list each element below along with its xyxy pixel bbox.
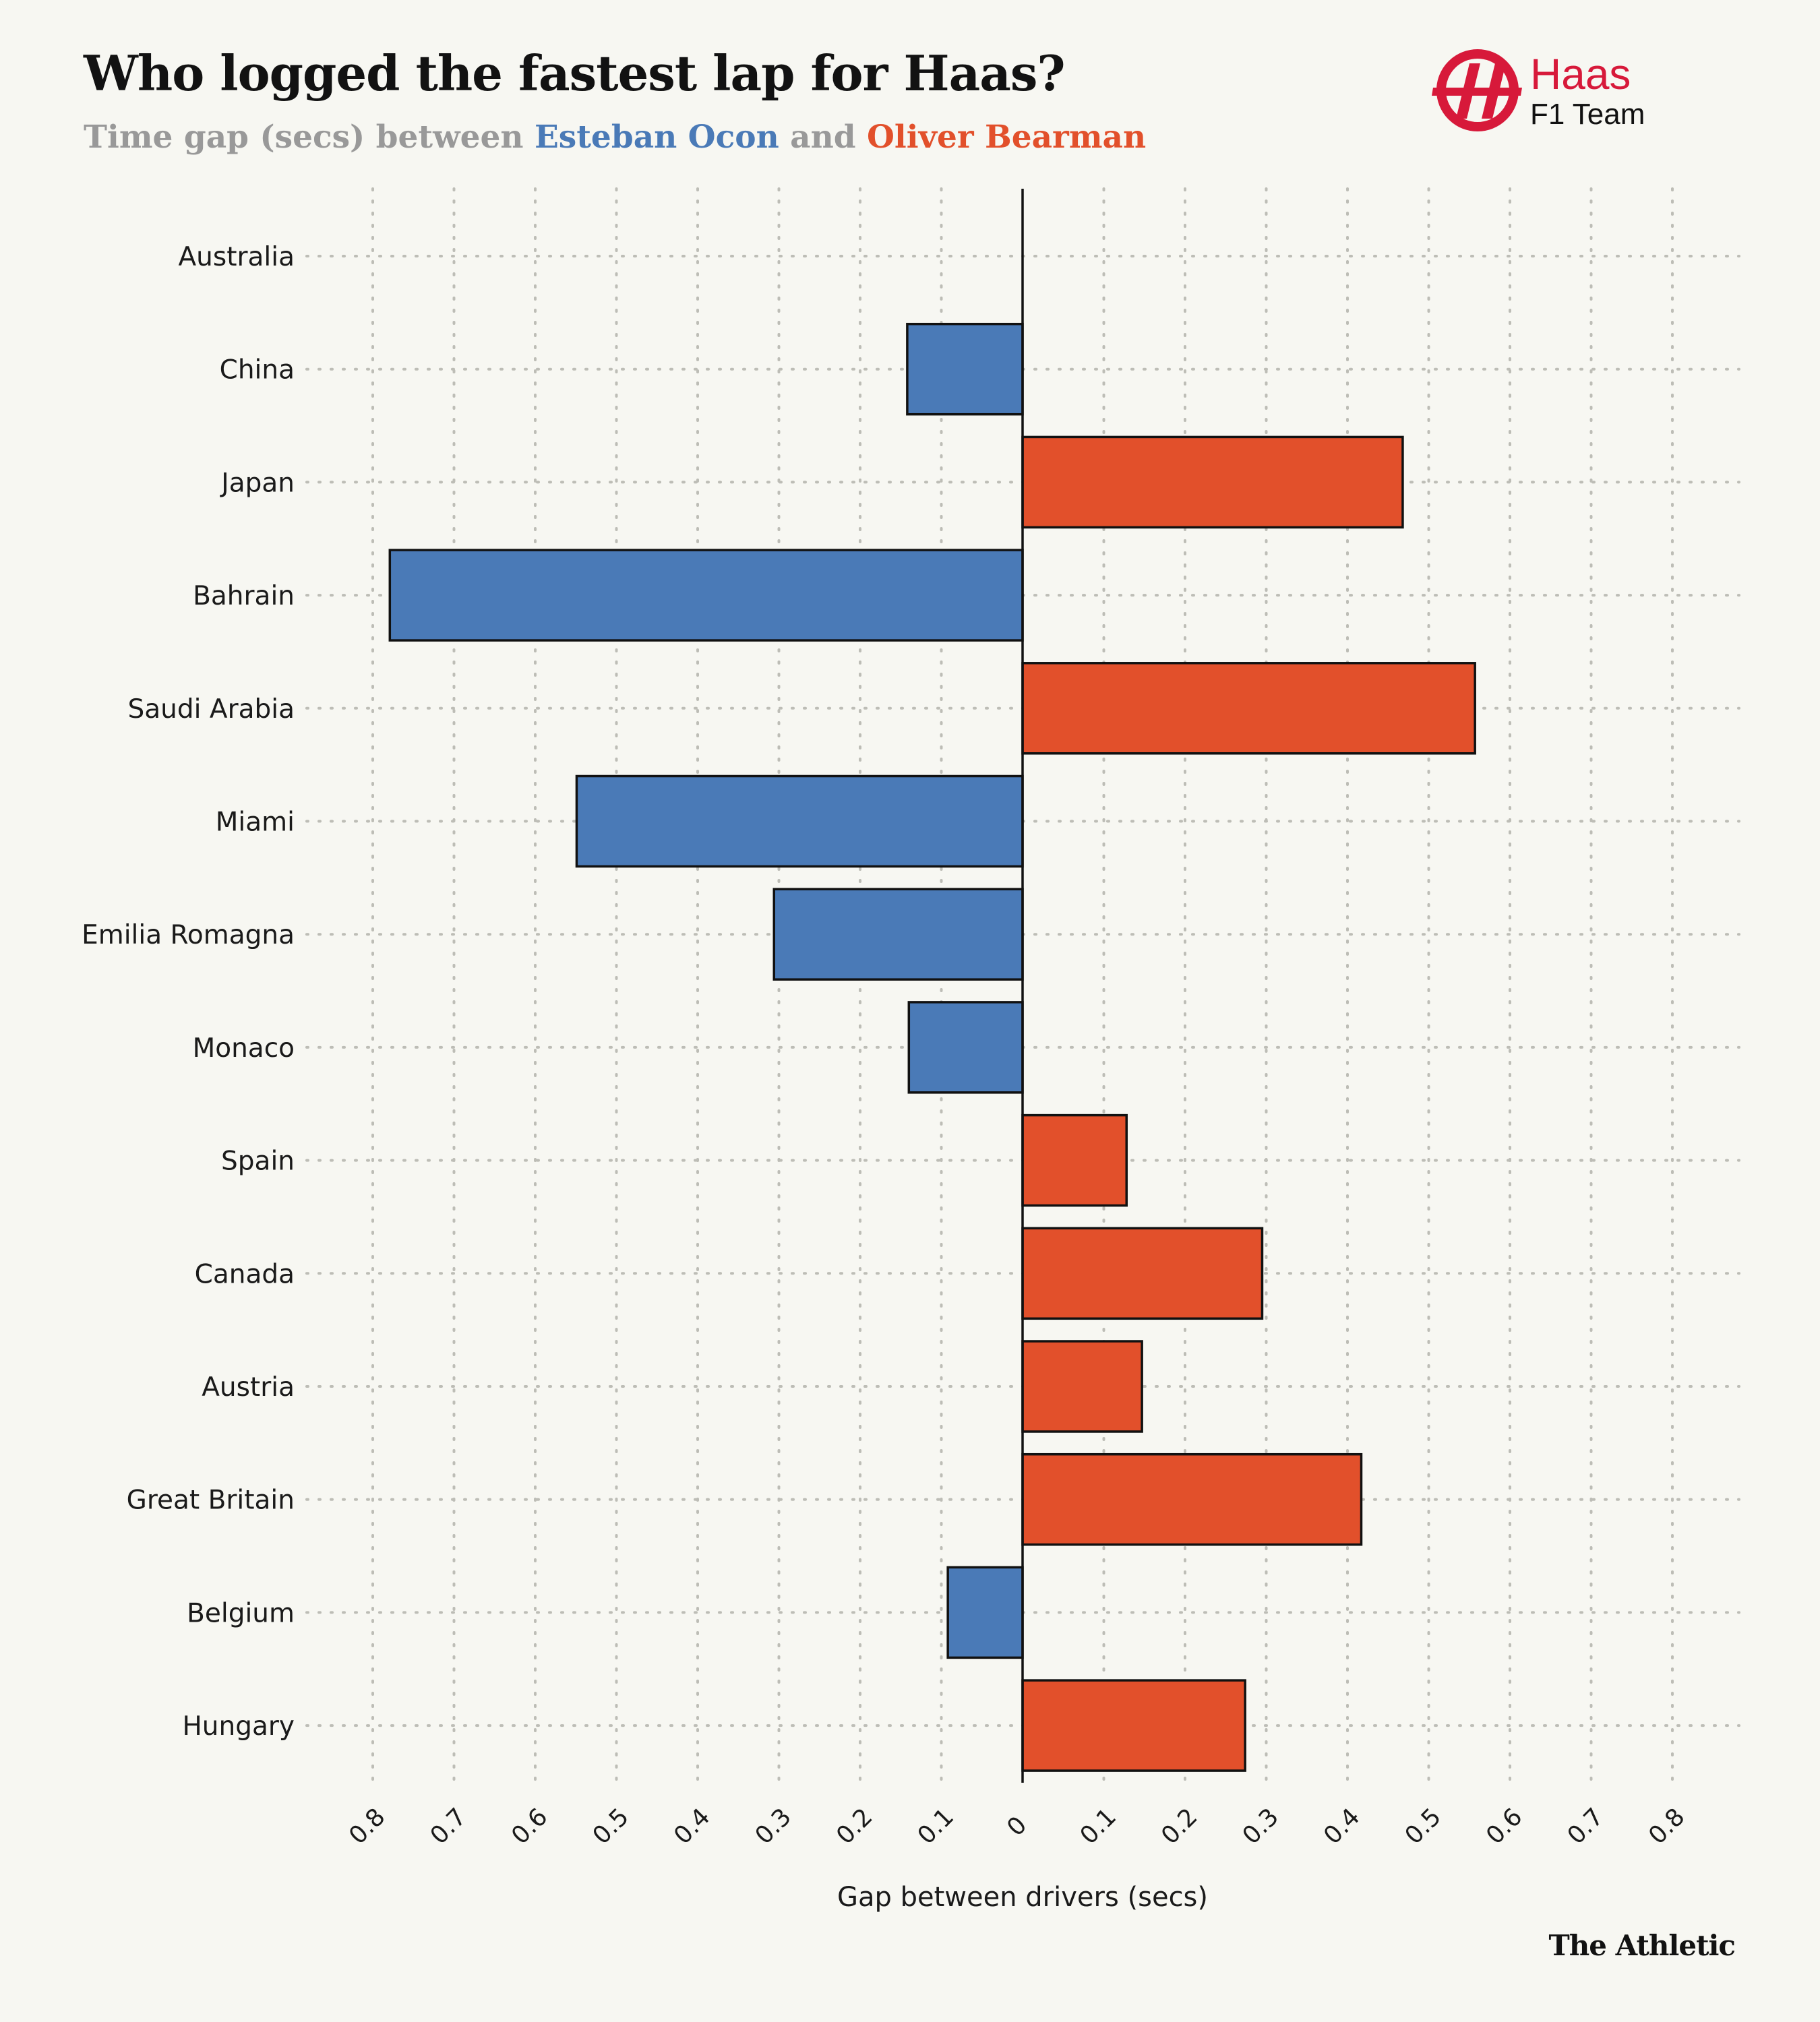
subtitle-driver-ocon: Esteban Ocon — [534, 119, 779, 156]
x-tick-label: 0.1 — [1075, 1803, 1122, 1849]
bar-austria — [1021, 1340, 1143, 1433]
category-label: Spain — [221, 1146, 295, 1177]
bar-saudi-arabia — [1021, 662, 1476, 755]
subtitle-prefix: Time gap (secs) between — [84, 119, 535, 156]
x-tick-label: 0.2 — [1156, 1803, 1203, 1849]
bar-bahrain — [388, 549, 1024, 642]
logo-subtext: F1 Team — [1530, 98, 1645, 131]
x-tick-label: 0.7 — [1563, 1803, 1609, 1849]
bar-spain — [1021, 1113, 1128, 1207]
bar-great-britain — [1021, 1452, 1363, 1546]
category-label: Emilia Romagna — [82, 920, 295, 950]
chart-subtitle: Time gap (secs) between Esteban Ocon and… — [84, 119, 1146, 156]
category-label: Japan — [219, 468, 295, 498]
bar-emilia-romagna — [772, 888, 1024, 981]
category-label: Hungary — [182, 1711, 295, 1742]
x-tick-label: 0.6 — [1481, 1803, 1527, 1849]
subtitle-driver-bearman: Oliver Bearman — [866, 119, 1147, 156]
bar-japan — [1021, 435, 1404, 529]
category-label: Australia — [178, 242, 295, 272]
bar-belgium — [946, 1566, 1024, 1659]
bar-hungary — [1021, 1679, 1246, 1772]
x-tick-label: 0.4 — [669, 1803, 715, 1849]
x-tick-label: 0.8 — [344, 1803, 390, 1849]
bar-monaco — [907, 1001, 1024, 1094]
x-tick-label: 0.3 — [750, 1803, 797, 1849]
category-label: Miami — [216, 807, 295, 838]
x-tick-label: 0.7 — [425, 1803, 472, 1849]
category-label: Saudi Arabia — [128, 694, 295, 725]
x-tick-label: 0.6 — [506, 1803, 553, 1849]
logo-wordmark: Haas — [1530, 50, 1631, 98]
x-tick-label: 0.1 — [913, 1803, 959, 1849]
bar-canada — [1021, 1227, 1264, 1320]
category-label: Monaco — [193, 1033, 295, 1064]
bar-miami — [575, 774, 1024, 868]
category-label: China — [220, 355, 295, 386]
category-label: Austria — [202, 1372, 295, 1403]
x-tick-label: 0.2 — [831, 1803, 878, 1849]
bar-china — [906, 322, 1024, 416]
x-tick-label: 0.4 — [1318, 1803, 1365, 1849]
haas-logo: Haas F1 Team — [1430, 49, 1673, 136]
x-axis-title: Gap between drivers (secs) — [837, 1882, 1208, 1913]
x-tick-label: 0.5 — [588, 1803, 634, 1849]
subtitle-middle: and — [779, 119, 867, 156]
haas-logo-mark-icon — [1432, 49, 1522, 131]
category-label: Canada — [195, 1259, 295, 1289]
category-label: Bahrain — [193, 581, 295, 611]
x-tick-label: 0 — [1002, 1811, 1032, 1841]
x-tick-label: 0.5 — [1400, 1803, 1447, 1849]
credit-the-athletic: The Athletic — [1548, 1929, 1736, 1962]
category-label: Belgium — [187, 1598, 295, 1628]
chart-title: Who logged the fastest lap for Haas? — [84, 44, 1066, 102]
x-tick-label: 0.3 — [1238, 1803, 1284, 1849]
x-tick-label: 0.8 — [1643, 1803, 1690, 1849]
category-label: Great Britain — [127, 1485, 295, 1516]
